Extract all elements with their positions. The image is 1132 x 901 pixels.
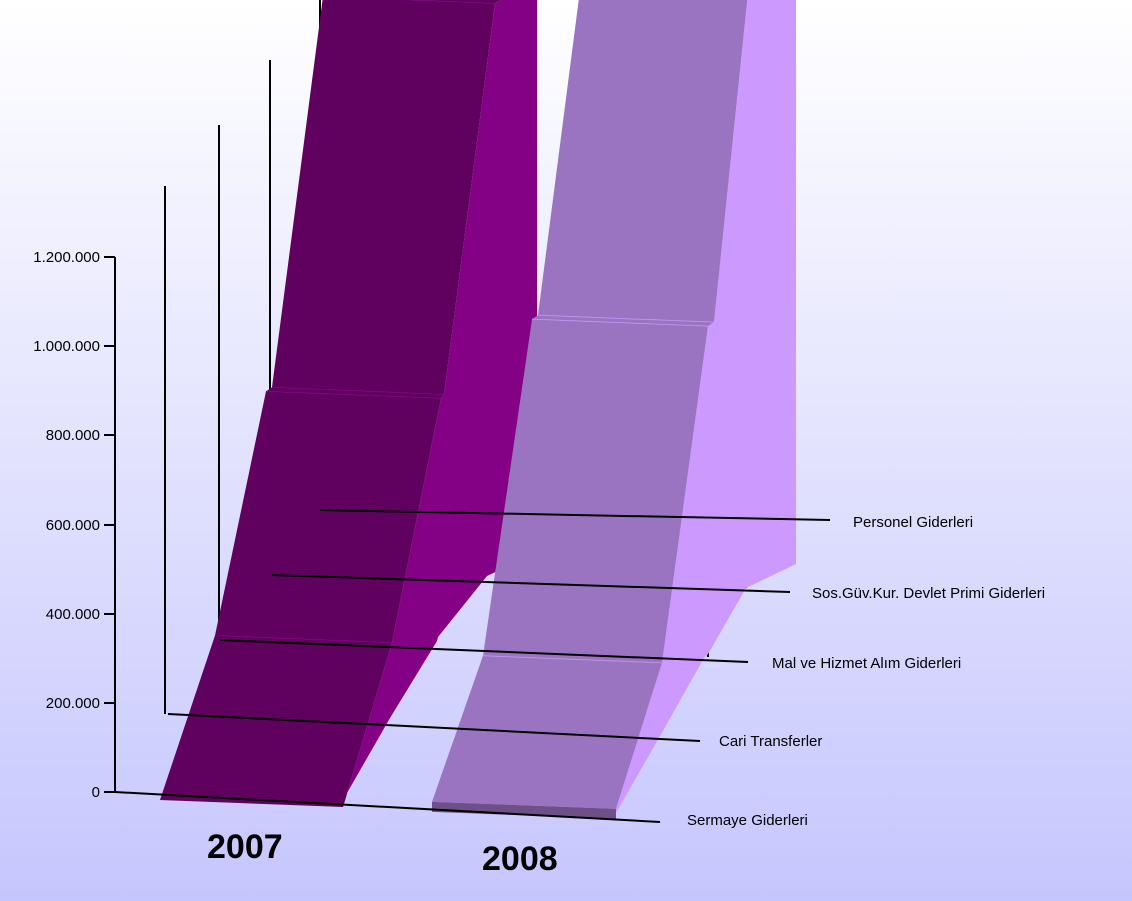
y-tick-label: 200.000 bbox=[46, 695, 100, 712]
series-surface-segment bbox=[532, 315, 714, 327]
y-axis-ticks: 0 200.000 400.000 600.000 800.000 1.000.… bbox=[33, 249, 115, 801]
series-fold-line bbox=[482, 655, 663, 664]
category-guide-line bbox=[114, 791, 661, 823]
category-labels: Personel Giderleri Sos.Güv.Kur. Devlet P… bbox=[687, 514, 1045, 829]
category-label: Mal ve Hizmet Alım Giderleri bbox=[772, 655, 961, 672]
series-side-wall bbox=[343, 0, 537, 807]
category-guide-lines bbox=[114, 509, 831, 823]
series-fold-line bbox=[537, 314, 715, 323]
series-label-2008: 2008 bbox=[482, 840, 558, 878]
series-label-2007: 2007 bbox=[207, 828, 283, 866]
series-surface-segment bbox=[160, 635, 392, 807]
y-tick-label: 600.000 bbox=[46, 517, 100, 534]
series-front-slab bbox=[432, 801, 616, 819]
series-side-wall bbox=[616, 0, 796, 813]
category-guide-line bbox=[271, 574, 791, 593]
y-tick-label: 1.200.000 bbox=[33, 249, 100, 266]
series-2008 bbox=[432, 0, 796, 819]
series-surface-segment bbox=[215, 391, 441, 643]
series-surface-segment bbox=[483, 319, 708, 663]
series-2007 bbox=[160, 0, 537, 807]
category-label: Cari Transferler bbox=[719, 733, 822, 750]
series-surface-segment bbox=[538, 0, 748, 323]
category-guide-line bbox=[319, 509, 831, 521]
y-tick-label: 0 bbox=[92, 784, 100, 801]
y-tick-label: 1.000.000 bbox=[33, 338, 100, 355]
series-fold-line bbox=[398, 0, 496, 4]
y-tick-label: 800.000 bbox=[46, 427, 100, 444]
category-label: Sos.Güv.Kur. Devlet Primi Giderleri bbox=[812, 585, 1045, 602]
series-fold-line bbox=[214, 635, 393, 644]
series-surface-segment bbox=[266, 387, 444, 399]
category-label: Personel Giderleri bbox=[853, 514, 973, 531]
category-guide-line bbox=[167, 713, 701, 742]
series-fold-line bbox=[271, 386, 445, 395]
series-fold-line bbox=[531, 318, 709, 327]
series-fold-line bbox=[265, 390, 442, 399]
category-guide-line bbox=[219, 639, 749, 663]
y-tick-label: 400.000 bbox=[46, 606, 100, 623]
category-label: Sermaye Giderleri bbox=[687, 812, 808, 829]
series-surface-segment bbox=[272, 0, 495, 395]
